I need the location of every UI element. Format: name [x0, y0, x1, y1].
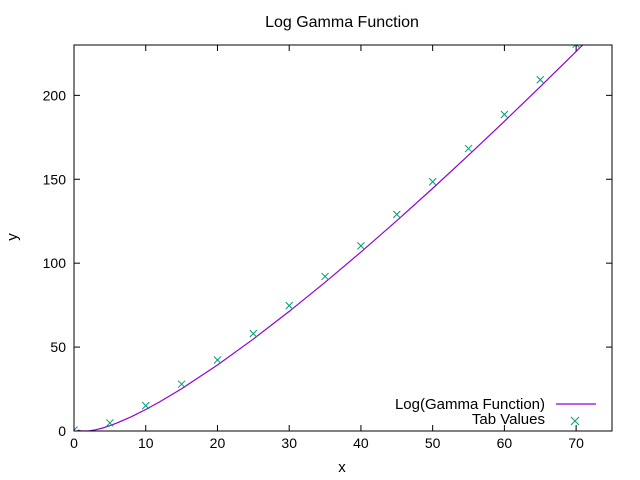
x-tick-label: 50	[425, 435, 441, 451]
x-tick-label: 60	[497, 435, 513, 451]
x-tick-label: 10	[138, 435, 154, 451]
legend-label-tab-values: Tab Values	[472, 411, 545, 428]
data-point-tab-value	[177, 380, 186, 389]
legend-swatch-tab-values	[570, 416, 580, 426]
axis-ticks: 0 10 20 30 40 50 60 70 0 50 100 150 200	[43, 45, 612, 451]
y-tick-label: 100	[43, 255, 67, 271]
data-point-tab-value	[392, 210, 401, 219]
data-point-tab-value	[106, 419, 114, 427]
y-tick-label: 200	[43, 87, 67, 103]
legend: Log(Gamma Function) Tab Values	[395, 396, 596, 428]
data-point-tab-value	[141, 401, 150, 410]
x-axis-label: x	[338, 459, 346, 476]
data-point-tab-value	[536, 75, 545, 84]
series-line-log-gamma	[77, 45, 584, 431]
data-point-tab-value	[357, 242, 365, 250]
x-tick-label: 70	[568, 435, 584, 451]
y-tick-label: 150	[43, 171, 67, 187]
legend-label-log-gamma: Log(Gamma Function)	[395, 396, 545, 413]
data-point-tab-value	[213, 356, 222, 364]
data-point-tab-value	[572, 45, 580, 49]
plot-area	[74, 45, 584, 431]
x-tick-label: 40	[353, 435, 369, 451]
data-point-tab-value	[428, 177, 437, 186]
plot-frame	[73, 44, 613, 432]
chart-title: Log Gamma Function	[265, 14, 419, 31]
data-point-tab-value	[285, 301, 294, 310]
y-axis-label: y	[4, 233, 21, 241]
x-tick-label: 0	[70, 435, 78, 451]
x-tick-label: 30	[281, 435, 297, 451]
y-tick-label: 0	[58, 423, 66, 439]
x-tick-label: 20	[210, 435, 226, 451]
data-point-tab-value	[74, 426, 78, 431]
data-point-tab-value	[321, 272, 329, 281]
data-point-tab-value	[249, 329, 258, 338]
y-tick-label: 50	[50, 339, 66, 355]
data-point-tab-value	[500, 110, 509, 119]
data-point-tab-value	[464, 144, 473, 153]
